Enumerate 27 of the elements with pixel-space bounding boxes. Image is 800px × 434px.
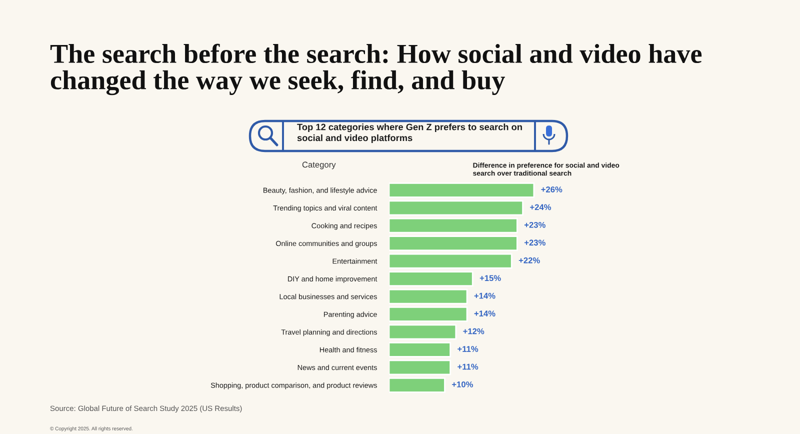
chart-subtitle: Top 12 categories where Gen Z prefers to search on social and video platforms <box>297 124 522 143</box>
data-label: +10% <box>452 381 474 388</box>
data-label: +23% <box>524 222 546 228</box>
bar <box>389 288 468 304</box>
data-label: +23% <box>524 240 546 246</box>
y-axis-title: Category <box>302 162 336 170</box>
bar <box>389 200 524 216</box>
data-label: +14% <box>474 292 496 299</box>
data-label: +15% <box>480 275 501 282</box>
data-label: +26% <box>541 186 562 192</box>
bar <box>389 342 452 358</box>
bar <box>389 218 518 234</box>
bar <box>389 236 518 252</box>
bar <box>389 377 446 393</box>
chart-title: The search before the search: How social and video have changed the way we seek, find, and buy <box>50 44 702 96</box>
data-label: +14% <box>474 310 496 316</box>
data-label: +11% <box>458 364 478 370</box>
data-label: +22% <box>518 257 540 264</box>
bar <box>389 182 535 198</box>
bar <box>389 306 468 322</box>
data-label: +24% <box>530 204 552 210</box>
bar <box>389 271 474 286</box>
data-label: +12% <box>463 328 484 334</box>
bar <box>389 360 452 376</box>
bar <box>389 324 457 340</box>
bar <box>389 253 512 269</box>
data-label: +11% <box>458 346 478 352</box>
